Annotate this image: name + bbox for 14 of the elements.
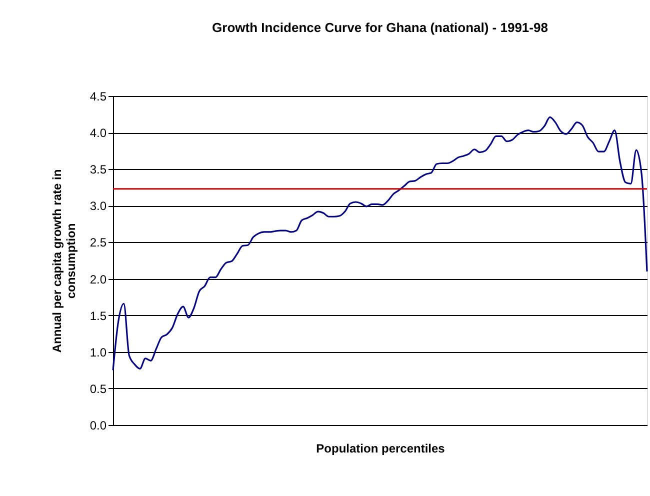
y-tick-label: 3.0 [90,199,107,214]
y-tick-label: 2.5 [90,236,107,250]
x-axis-title: Population percentiles [316,442,446,456]
y-tick-label: 4.0 [90,126,107,140]
y-tick-label: 1.5 [90,308,107,323]
y-axis-title: Annual per capita growth rate in consumption [50,169,78,353]
y-tick-label: 4.5 [90,90,107,104]
y-tick-label: 3.5 [90,162,107,177]
y-tick-label: 2.0 [90,272,107,286]
y-tick-label: 0.5 [90,382,107,396]
y-tick-label: 0.0 [90,418,107,432]
line-series [112,116,648,371]
chart-title: Growth Incidence Curve for Ghana (national) - 1991-98 [212,20,548,35]
y-tick-label: 1.0 [90,345,107,360]
